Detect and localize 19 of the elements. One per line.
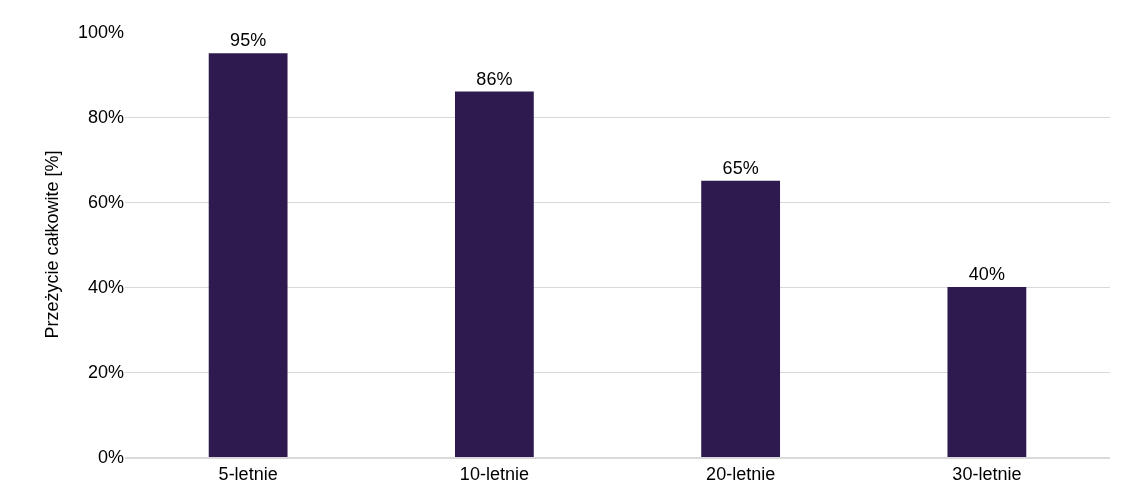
bar — [947, 287, 1027, 457]
x-tick-label: 30-letnie — [952, 464, 1022, 485]
data-label: 86% — [476, 68, 513, 89]
y-tick-label: 20% — [87, 362, 124, 383]
bar — [208, 53, 288, 457]
data-label: 95% — [230, 30, 267, 51]
bar — [454, 91, 534, 457]
y-tick-label: 80% — [87, 107, 124, 128]
y-axis-title: Przeżycie całkowite [%] — [42, 150, 63, 339]
y-tick-label: 60% — [87, 192, 124, 213]
y-tick-label: 100% — [77, 22, 124, 43]
x-tick-label: 10-letnie — [459, 464, 529, 485]
y-tick-label: 40% — [87, 277, 124, 298]
y-tick-label: 0% — [97, 447, 124, 468]
x-tick-label: 20-letnie — [706, 464, 776, 485]
x-tick-label: 5-letnie — [218, 464, 278, 485]
bar — [701, 180, 781, 457]
data-label: 40% — [968, 264, 1005, 284]
data-label: 65% — [722, 157, 759, 178]
